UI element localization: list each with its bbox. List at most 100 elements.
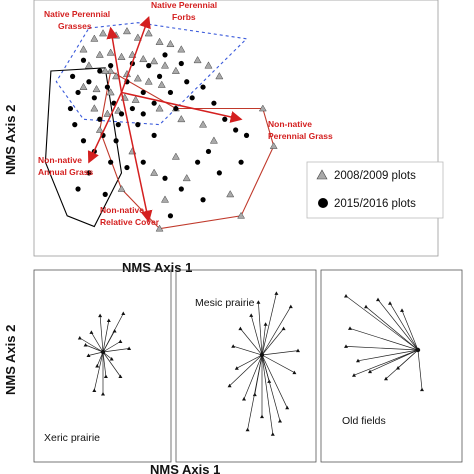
- spider-point: [274, 291, 279, 295]
- point-2008-2009: [157, 80, 166, 88]
- spider-point: [98, 313, 103, 318]
- point-2008-2009: [166, 39, 175, 48]
- point-2015-2016: [167, 89, 174, 96]
- point-2015-2016: [162, 175, 168, 181]
- point-2015-2016: [200, 197, 206, 203]
- point-2015-2016: [129, 105, 135, 112]
- point-2008-2009: [199, 120, 208, 128]
- point-2015-2016: [108, 159, 114, 165]
- legend-label-2008-2009: 2008/2009 plots: [334, 170, 416, 182]
- point-2008-2009: [155, 37, 164, 45]
- hull-vertex-marker: [95, 126, 104, 133]
- vector-label-non-native-perennial-grass: Non-native Perennial Grass: [268, 119, 333, 141]
- spider-point: [256, 300, 261, 304]
- spider-point: [89, 330, 94, 334]
- spider-point: [281, 326, 286, 331]
- spider-spoke: [102, 351, 121, 377]
- spider-point: [388, 301, 392, 305]
- point-2015-2016: [184, 79, 190, 85]
- point-2008-2009: [90, 104, 99, 112]
- spider-point: [260, 414, 264, 419]
- spider-point: [238, 326, 243, 331]
- point-2015-2016: [140, 89, 146, 96]
- spider-spoke: [261, 293, 277, 356]
- hull-vertex-marker: [117, 185, 126, 192]
- spider-point: [270, 432, 275, 436]
- point-2008-2009: [103, 109, 112, 117]
- point-2008-2009: [215, 72, 224, 80]
- point-2008-2009: [171, 152, 180, 160]
- spider-spoke: [345, 346, 419, 351]
- spider-point: [242, 397, 246, 401]
- point-2008-2009: [144, 29, 153, 37]
- spider-spoke: [261, 306, 292, 356]
- vector-arrow-1: [120, 15, 151, 93]
- point-2008-2009: [106, 48, 115, 56]
- top-y-axis-label: NMS Axis 2: [3, 105, 18, 175]
- spider-point: [356, 358, 360, 363]
- spider-spoke: [93, 351, 104, 391]
- spider-spoke: [261, 324, 266, 356]
- spider-spoke: [236, 354, 263, 369]
- spider-point: [118, 374, 123, 378]
- spider-point: [101, 392, 105, 396]
- spider-centroid: [100, 349, 106, 355]
- point-2008-2009: [150, 57, 159, 65]
- point-2008-2009: [112, 72, 121, 80]
- point-2008-2009: [177, 45, 186, 53]
- spider-point: [252, 392, 257, 397]
- point-2008-2009: [193, 55, 202, 64]
- point-2008-2009: [117, 52, 126, 60]
- spider-spoke: [102, 320, 110, 353]
- vector-labels: Native Perennial Grasses Native Perennial…: [38, 0, 333, 227]
- spider-spoke: [233, 345, 263, 356]
- panel-label-mesic-prairie: Mesic prairie: [195, 297, 255, 309]
- spider-spoke: [102, 348, 130, 353]
- points-layer: [67, 26, 250, 219]
- point-2008-2009: [92, 84, 101, 93]
- point-2008-2009: [171, 66, 180, 74]
- hull-vertex-marker: [269, 142, 278, 149]
- spider-spoke: [389, 303, 419, 351]
- point-2008-2009: [160, 61, 170, 69]
- point-2008-2009: [95, 50, 104, 58]
- bottom-x-axis-label: NMS Axis 1: [150, 462, 220, 474]
- spider-spoke: [369, 349, 419, 372]
- legend: 2008/2009 plots 2015/2016 plots: [306, 161, 444, 219]
- spider-point: [77, 336, 82, 340]
- spider-spoke: [261, 354, 295, 373]
- xeric-panel-frame: [33, 269, 172, 463]
- spider-point: [127, 346, 132, 350]
- point-2015-2016: [146, 63, 152, 69]
- hulls-layer: [44, 22, 278, 232]
- spider-spoke: [229, 354, 263, 387]
- panel-label-xeric-prairie: Xeric prairie: [44, 432, 100, 444]
- point-2015-2016: [67, 105, 74, 112]
- spider-point: [344, 344, 348, 348]
- spider-spoke: [377, 299, 419, 351]
- point-2015-2016: [238, 159, 244, 165]
- legend-circle-marker: [318, 198, 328, 208]
- vector-label-non-native-annual-grass: Non-native Annual Grass: [38, 155, 94, 177]
- point-2015-2016: [211, 100, 217, 106]
- point-2008-2009: [155, 104, 164, 112]
- point-2015-2016: [115, 122, 121, 128]
- point-2015-2016: [118, 111, 125, 117]
- point-2008-2009: [114, 106, 123, 114]
- point-2008-2009: [139, 54, 148, 63]
- point-2008-2009: [182, 173, 191, 182]
- spider-point: [376, 297, 380, 302]
- point-2008-2009: [131, 95, 140, 103]
- point-2015-2016: [104, 84, 110, 90]
- spider-point: [344, 294, 348, 298]
- point-2008-2009: [144, 77, 153, 85]
- spider-spoke: [91, 332, 104, 353]
- point-2015-2016: [72, 122, 78, 128]
- point-2015-2016: [86, 170, 92, 176]
- vector-arrow-2: [121, 91, 243, 123]
- spider-point: [384, 376, 388, 381]
- point-2008-2009: [101, 66, 110, 74]
- point-2015-2016: [75, 89, 81, 96]
- point-2015-2016: [222, 116, 228, 122]
